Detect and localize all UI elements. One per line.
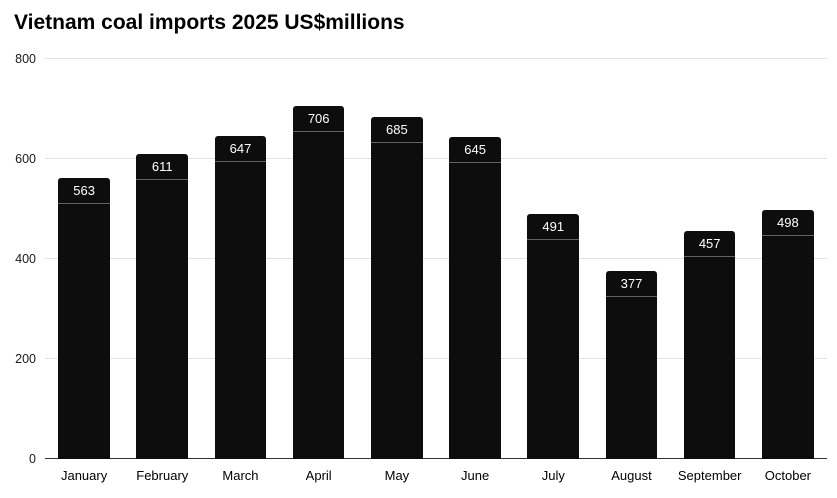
bar-july: 491 — [527, 213, 580, 460]
bar-slot: 611 — [123, 59, 201, 460]
bar-april: 706 — [292, 106, 345, 460]
bar-value-underline — [762, 235, 814, 237]
bar-value-underline — [527, 238, 580, 240]
bar-value-underline — [683, 255, 736, 257]
bar-may: 685 — [371, 116, 423, 460]
bar-value-underline — [371, 141, 423, 143]
chart-title: Vietnam coal imports 2025 US$millions — [14, 11, 405, 34]
gridline — [45, 158, 827, 160]
bar-august: 377 — [605, 270, 658, 460]
bar-value-label: 457 — [698, 235, 721, 251]
bar-value-label: 491 — [542, 218, 565, 234]
x-tick-label: March — [222, 468, 259, 484]
bar-value-underline — [605, 295, 658, 297]
y-tick-label: 200 — [15, 352, 36, 367]
bar-slot: 685 — [358, 59, 436, 460]
bar-march: 647 — [214, 135, 267, 460]
x-tick-label: September — [677, 468, 742, 484]
y-tick-label: 800 — [15, 52, 36, 67]
bar-slot: 491 — [514, 59, 592, 460]
bar-value-label: 645 — [464, 141, 486, 157]
bar-value-label: 377 — [620, 275, 643, 291]
bar-value-underline — [136, 178, 189, 180]
bar-slot: 457 — [671, 59, 749, 460]
bar-slot: 647 — [201, 59, 279, 460]
bar-slot: 563 — [45, 59, 123, 460]
bar-slot: 706 — [280, 59, 358, 460]
x-tick-label: April — [305, 468, 332, 484]
y-tick-label: 0 — [29, 452, 36, 467]
x-tick-label: June — [460, 468, 490, 484]
bar-february: 611 — [136, 153, 189, 460]
bar-january: 563 — [58, 177, 110, 460]
bar-october: 498 — [762, 210, 814, 460]
bar-value-underline — [58, 202, 110, 204]
bar-june: 645 — [449, 136, 501, 460]
bar-value-label: 611 — [151, 158, 173, 174]
bar-value-label: 563 — [73, 182, 95, 198]
bar-september: 457 — [683, 230, 736, 460]
x-tick-label: February — [136, 468, 189, 484]
bar-value-underline — [292, 131, 345, 133]
x-tick-label: October — [764, 468, 812, 484]
bar-slot: 377 — [592, 59, 670, 460]
bar-value-label: 498 — [777, 215, 799, 231]
bar-slot: 645 — [436, 59, 514, 460]
bar-value-underline — [214, 160, 267, 162]
x-axis: January February March April May June July Augu… — [45, 459, 827, 493]
bar-slot: 498 — [749, 59, 827, 460]
x-axis-baseline — [45, 458, 827, 460]
x-tick-label: July — [541, 468, 565, 484]
gridline — [45, 258, 827, 260]
x-tick-label: January — [60, 468, 108, 484]
plot-area: 0 200 400 600 800 563 611 647 706 685 645 491 377 457… — [15, 52, 827, 466]
y-tick-label: 400 — [15, 252, 36, 267]
x-tick-label: May — [384, 468, 410, 484]
x-tick-label: August — [611, 468, 652, 484]
bar-value-underline — [449, 161, 501, 163]
bar-value-label: 706 — [307, 111, 330, 127]
gridline — [45, 358, 827, 360]
bar-value-label: 647 — [229, 140, 252, 156]
gridline — [45, 58, 827, 60]
y-tick-label: 600 — [15, 152, 36, 167]
bar-value-label: 685 — [386, 121, 408, 137]
